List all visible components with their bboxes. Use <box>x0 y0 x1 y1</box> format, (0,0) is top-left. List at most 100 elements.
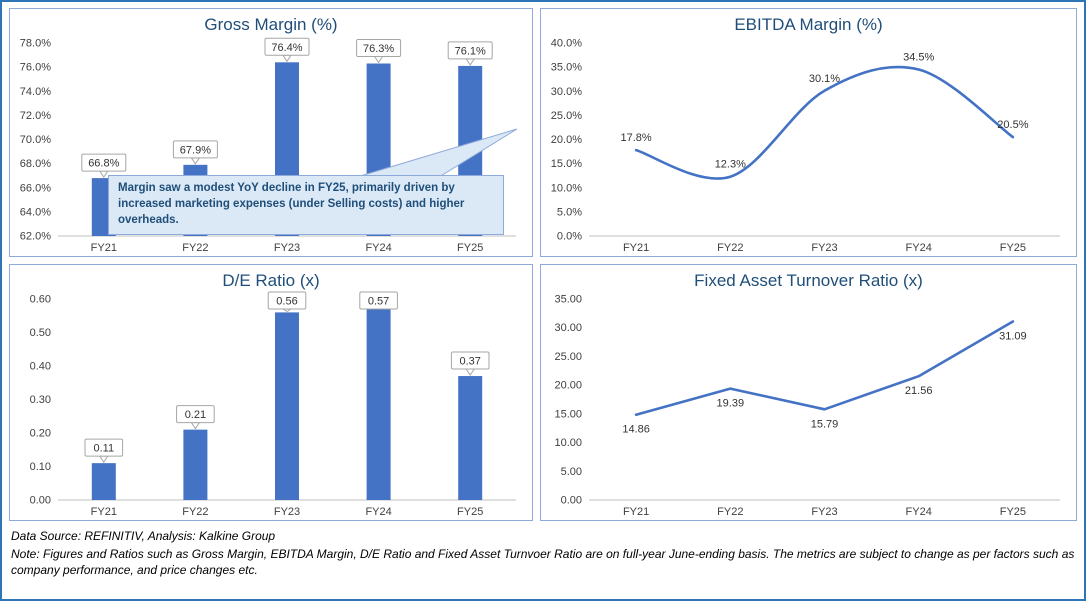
data-label: 34.5% <box>903 52 934 64</box>
data-label: 0.37 <box>459 356 480 368</box>
de-ratio-panel: D/E Ratio (x) 0.00 0.10 0.20 0.30 0.40 0.50 0.… <box>9 264 533 521</box>
data-label-pointer <box>465 368 476 376</box>
x-category-label: FY24 <box>906 242 932 254</box>
bar-FY23 <box>275 312 299 500</box>
x-category-label: FY21 <box>91 242 117 254</box>
data-label: 30.1% <box>809 73 840 85</box>
y-tick-label: 64.0% <box>20 206 51 218</box>
footer-notes: Data Source: REFINITIV, Analysis: Kalkin… <box>9 521 1077 579</box>
data-label: 21.56 <box>905 385 933 397</box>
data-label-box <box>264 37 310 56</box>
data-label-box <box>267 291 307 310</box>
y-tick-label: 25.0% <box>551 110 582 122</box>
y-tick-label: 40.0% <box>551 38 582 50</box>
x-category-label: FY25 <box>457 506 483 518</box>
y-tick-label: 0.00 <box>561 495 582 507</box>
methodology-note: Note: Figures and Ratios such as Gross M… <box>11 547 1075 578</box>
y-tick-label: 5.0% <box>557 206 582 218</box>
data-label-pointer <box>190 157 201 165</box>
y-tick-label: 62.0% <box>20 231 51 243</box>
bar-FY21 <box>91 463 116 500</box>
fixed-asset-turnover-chart: 0.00 5.00 10.00 15.00 20.00 25.00 30.00 35.00 FY… <box>554 294 1060 518</box>
x-category-label: FY25 <box>1000 242 1026 254</box>
data-label: 19.39 <box>717 398 745 410</box>
data-label-box <box>176 405 215 424</box>
data-label: 15.79 <box>811 418 839 430</box>
y-tick-label: 0.60 <box>30 294 51 306</box>
data-label-box <box>356 39 402 58</box>
data-label-box <box>450 351 490 370</box>
y-tick-label: 0.30 <box>30 394 51 406</box>
x-category-label: FY25 <box>457 242 483 254</box>
data-label: 0.11 <box>94 443 115 455</box>
data-label-pointer <box>98 455 109 464</box>
y-tick-label: 15.0% <box>551 158 582 170</box>
y-tick-label: 20.00 <box>554 380 582 392</box>
series-line <box>634 65 1015 180</box>
fixed-asset-turnover-panel: Fixed Asset Turnover Ratio (x) 0.00 5.00 1… <box>540 264 1077 521</box>
data-label: 12.3% <box>715 159 746 171</box>
data-label-box <box>172 140 218 159</box>
data-label-pointer <box>465 58 476 66</box>
data-label-box <box>84 438 124 457</box>
x-category-label: FY24 <box>365 242 391 254</box>
y-tick-label: 66.0% <box>20 182 51 194</box>
y-tick-label: 10.0% <box>551 182 582 194</box>
x-category-label: FY25 <box>1000 506 1026 518</box>
y-tick-label: 35.00 <box>554 294 582 306</box>
y-tick-label: 0.20 <box>30 428 51 440</box>
y-tick-label: 74.0% <box>20 86 51 98</box>
x-category-label: FY21 <box>623 242 649 254</box>
bar-FY24 <box>366 309 391 500</box>
x-category-label: FY23 <box>811 242 837 254</box>
y-tick-label: 70.0% <box>20 134 51 146</box>
y-tick-label: 76.0% <box>20 62 51 74</box>
data-label: 0.57 <box>368 296 389 308</box>
y-tick-label: 0.0% <box>557 231 582 243</box>
y-tick-label: 20.0% <box>551 134 582 146</box>
y-tick-label: 5.00 <box>561 466 582 478</box>
ebitda-margin-panel: EBITDA Margin (%) 0.0% 5.0% 10.0% 15.0% 20.0… <box>540 8 1077 257</box>
data-label-box <box>447 41 493 60</box>
x-category-label: FY24 <box>906 506 932 518</box>
ebitda-margin-title: EBITDA Margin (%) <box>734 15 883 34</box>
bar-FY22 <box>183 429 208 500</box>
x-category-label: FY21 <box>623 506 649 518</box>
y-tick-label: 68.0% <box>20 158 51 170</box>
bar-FY25 <box>458 376 483 500</box>
data-label: 76.1% <box>455 45 486 57</box>
de-ratio-chart: 0.00 0.10 0.20 0.30 0.40 0.50 0.60 FY21 FY22 FY23… <box>30 291 516 518</box>
data-label: 20.5% <box>997 119 1028 131</box>
y-tick-label: 0.10 <box>30 461 51 473</box>
gross-margin-title: Gross Margin (%) <box>204 15 338 34</box>
y-tick-label: 30.00 <box>554 322 582 334</box>
data-label-box <box>81 153 127 172</box>
y-tick-label: 72.0% <box>20 110 51 122</box>
y-tick-label: 0.00 <box>30 495 51 507</box>
ebitda-margin-chart: 0.0% 5.0% 10.0% 15.0% 20.0% 25.0% 30.0% 35.0% 40… <box>551 38 1060 254</box>
data-label: 76.3% <box>363 43 394 55</box>
x-category-label: FY23 <box>274 242 300 254</box>
x-category-label: FY22 <box>182 506 208 518</box>
x-category-label: FY22 <box>182 242 208 254</box>
y-tick-label: 30.0% <box>551 86 582 98</box>
data-label: 66.8% <box>88 158 119 170</box>
y-tick-label: 10.00 <box>554 437 582 449</box>
series-line <box>634 320 1015 416</box>
data-source-note: Data Source: REFINITIV, Analysis: Kalkin… <box>11 529 276 543</box>
y-tick-label: 25.00 <box>554 351 582 363</box>
y-tick-label: 15.00 <box>554 408 582 420</box>
x-category-label: FY22 <box>717 506 743 518</box>
x-category-label: FY22 <box>717 242 743 254</box>
y-tick-label: 35.0% <box>551 62 582 74</box>
data-label: 0.56 <box>276 296 297 308</box>
data-label-pointer <box>373 56 384 64</box>
y-tick-label: 0.50 <box>30 327 51 339</box>
data-label-pointer <box>98 170 109 179</box>
chart-grid: Gross Margin (%) 62.0% 64.0% 66.0% 68.0% 70.… <box>9 8 1077 521</box>
annotation-callout: Margin saw a modest YoY decline in FY25,… <box>108 175 504 235</box>
gross-margin-panel: Gross Margin (%) 62.0% 64.0% 66.0% 68.0% 70.… <box>9 8 533 257</box>
y-tick-label: 78.0% <box>20 38 51 50</box>
y-tick-label: 0.40 <box>30 361 51 373</box>
